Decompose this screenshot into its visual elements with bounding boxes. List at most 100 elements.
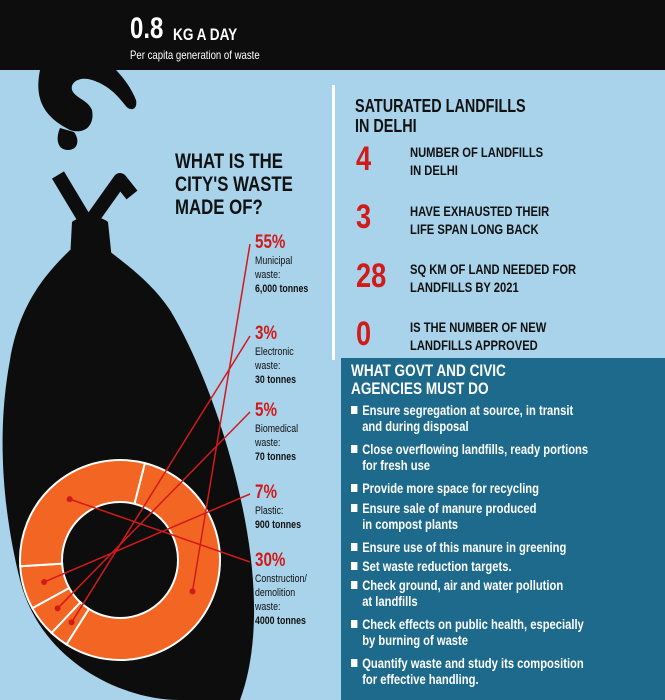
action-line: Provide more space for recycling: [362, 480, 539, 496]
action-line: Ensure segregation at source, in transit: [362, 402, 574, 418]
actions-title-line: AGENCIES MUST DO: [351, 379, 489, 398]
stat-text: NUMBER OF LANDFILLS IN DELHI: [410, 143, 543, 179]
stat-number: 4: [356, 140, 372, 178]
stat-text-line: LIFE SPAN LONG BACK: [410, 221, 539, 237]
label-line: waste:: [255, 601, 281, 613]
action-line: by burning of waste: [362, 632, 468, 648]
stat-text-line: HAVE EXHAUSTED THEIR: [410, 203, 550, 219]
headline-unit: KG A DAY: [173, 25, 238, 44]
composition-amount: 30 tonnes: [255, 374, 297, 386]
column-divider: [332, 85, 335, 360]
label-line: Construction/: [255, 573, 307, 585]
action-line: Ensure sale of manure produced: [362, 500, 537, 516]
action-line: Ensure use of this manure in greening: [362, 539, 567, 555]
action-line: at landfills: [362, 593, 418, 609]
bullet-icon: [351, 406, 358, 414]
stat-text-line: SQ KM OF LAND NEEDED FOR: [410, 261, 577, 277]
composition-item-biomedical: 5% Biomedical waste: 70 tonnes: [255, 400, 298, 464]
action-line: Set waste reduction targets.: [362, 558, 512, 574]
leader-line: [70, 335, 251, 623]
landfills-title-line: SATURATED LANDFILLS: [355, 96, 526, 116]
label-line: demolition: [255, 587, 296, 599]
label-line: waste:: [255, 437, 281, 449]
composition-title: WHAT IS THE CITY'S WASTE MADE OF?: [175, 150, 293, 219]
bullet-icon: [351, 445, 358, 453]
composition-item-construction: 30% Construction/ demolition waste: 4000…: [255, 550, 307, 628]
action-line: for effective handling.: [362, 671, 479, 687]
bullet-icon: [351, 543, 358, 551]
headline-subtitle: Per capita generation of waste: [130, 48, 260, 62]
bag-neck: [70, 216, 112, 260]
label-line: Biomedical: [255, 423, 299, 435]
composition-amount: 900 tonnes: [255, 519, 301, 531]
hand-icon: [0, 15, 137, 150]
stat-number: 0: [356, 315, 372, 353]
stat-text-line: IS THE NUMBER OF NEW: [410, 319, 547, 335]
action-item: Ensure use of this manure in greening: [351, 539, 566, 555]
stat-text-line: LANDFILLS APPROVED: [410, 337, 538, 353]
action-line: Quantify waste and study its composition: [362, 655, 584, 671]
composition-item-plastic: 7% Plastic: 900 tonnes: [255, 482, 301, 532]
composition-title-line: WHAT IS THE: [175, 150, 283, 173]
leader-lines: [41, 243, 251, 626]
action-line: Close overflowing landfills, ready porti…: [362, 441, 589, 457]
bullet-icon: [351, 484, 358, 492]
composition-title-line: MADE OF?: [175, 196, 263, 219]
leader-line: [191, 243, 251, 592]
composition-item-municipal: 55% Municipal waste: 6,000 tonnes: [255, 232, 308, 296]
action-line: Check ground, air and water pollution: [362, 577, 564, 593]
composition-label: Construction/ demolition waste: 4000 ton…: [255, 572, 307, 628]
actions-title: WHAT GOVT AND CIVIC AGENCIES MUST DO: [351, 362, 506, 398]
composition-pct: 5%: [255, 400, 277, 421]
composition-pct: 7%: [255, 482, 277, 503]
composition-title-line: CITY'S WASTE: [175, 173, 293, 196]
action-item: Close overflowing landfills, ready porti…: [351, 441, 588, 473]
action-item: Provide more space for recycling: [351, 480, 539, 496]
action-item: Ensure segregation at source, in transit…: [351, 402, 573, 434]
landfills-title: SATURATED LANDFILLS IN DELHI: [355, 96, 526, 136]
leader-line: [69, 498, 251, 563]
actions-title-line: WHAT GOVT AND CIVIC: [351, 361, 506, 380]
composition-amount: 4000 tonnes: [255, 615, 306, 627]
action-line: and during disposal: [362, 418, 469, 434]
leader-line: [57, 411, 251, 609]
ring-slice: [65, 461, 221, 661]
action-line: Check effects on public health, especial…: [362, 616, 584, 632]
label-line: waste:: [255, 269, 281, 281]
stat-text: SQ KM OF LAND NEEDED FOR LANDFILLS BY 20…: [410, 260, 576, 296]
stat-number: 28: [356, 257, 387, 295]
bullet-icon: [351, 659, 358, 667]
stat-text-line: IN DELHI: [410, 162, 458, 178]
composition-amount: 6,000 tonnes: [255, 283, 309, 295]
leader-line: [43, 493, 251, 583]
bag-knot: [51, 171, 138, 232]
composition-item-electronic: 3% Electronic waste: 30 tonnes: [255, 323, 296, 387]
composition-label: Biomedical waste: 70 tonnes: [255, 422, 298, 464]
action-line: for fresh use: [362, 457, 431, 473]
bullet-icon: [351, 620, 358, 628]
label-line: Electronic: [255, 346, 294, 358]
action-item: Set waste reduction targets.: [351, 558, 512, 574]
bullet-icon: [351, 504, 358, 512]
stat-text-line: LANDFILLS BY 2021: [410, 279, 519, 295]
bullet-icon: [351, 581, 358, 589]
action-line: in compost plants: [362, 516, 459, 532]
stat-text: HAVE EXHAUSTED THEIR LIFE SPAN LONG BACK: [410, 202, 549, 238]
label-line: Plastic:: [255, 505, 284, 517]
label-line: waste:: [255, 360, 281, 372]
action-item: Check ground, air and water pollution at …: [351, 577, 563, 609]
label-line: Municipal: [255, 255, 293, 267]
composition-label: Municipal waste: 6,000 tonnes: [255, 254, 308, 296]
composition-pct: 3%: [255, 323, 277, 344]
action-item: Quantify waste and study its composition…: [351, 655, 584, 687]
action-item: Check effects on public health, especial…: [351, 616, 584, 648]
composition-label: Electronic waste: 30 tonnes: [255, 345, 296, 387]
action-item: Ensure sale of manure produced in compost…: [351, 500, 536, 532]
stat-text-line: NUMBER OF LANDFILLS: [410, 144, 544, 160]
stat-number: 3: [356, 198, 372, 236]
headline-number: 0.8: [130, 12, 164, 45]
landfills-title-line: IN DELHI: [355, 116, 417, 136]
bullet-icon: [351, 562, 358, 570]
